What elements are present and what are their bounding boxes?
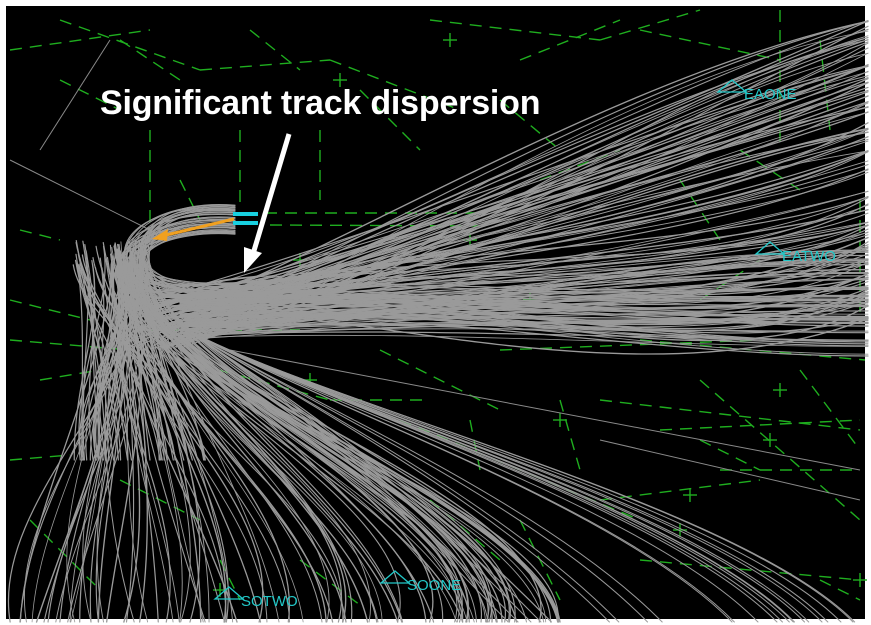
waypoint-eaone: EAONE bbox=[716, 79, 797, 103]
callout-arrow-icon bbox=[244, 133, 292, 273]
flight-tracks bbox=[7, 19, 869, 623]
triangle-icon bbox=[716, 79, 748, 93]
waypoints: EAONE EATWO SOONE SOTWO bbox=[213, 79, 836, 610]
waypoint-soone: SOONE bbox=[379, 570, 461, 594]
runway-marker-icon bbox=[233, 212, 258, 225]
waypoint-label: SOONE bbox=[407, 577, 461, 594]
waypoint-label: EAONE bbox=[744, 86, 797, 103]
waypoint-label: SOTWO bbox=[241, 593, 298, 610]
annotation-label: Significant track dispersion bbox=[100, 84, 541, 122]
triangle-icon bbox=[754, 241, 786, 255]
waypoint-eatwo: EATWO bbox=[754, 241, 836, 265]
heading-arrow-icon bbox=[152, 217, 235, 241]
waypoint-sotwo: SOTWO bbox=[213, 586, 298, 610]
triangle-icon bbox=[213, 586, 245, 600]
triangle-icon bbox=[379, 570, 411, 584]
waypoint-label: EATWO bbox=[782, 248, 836, 265]
